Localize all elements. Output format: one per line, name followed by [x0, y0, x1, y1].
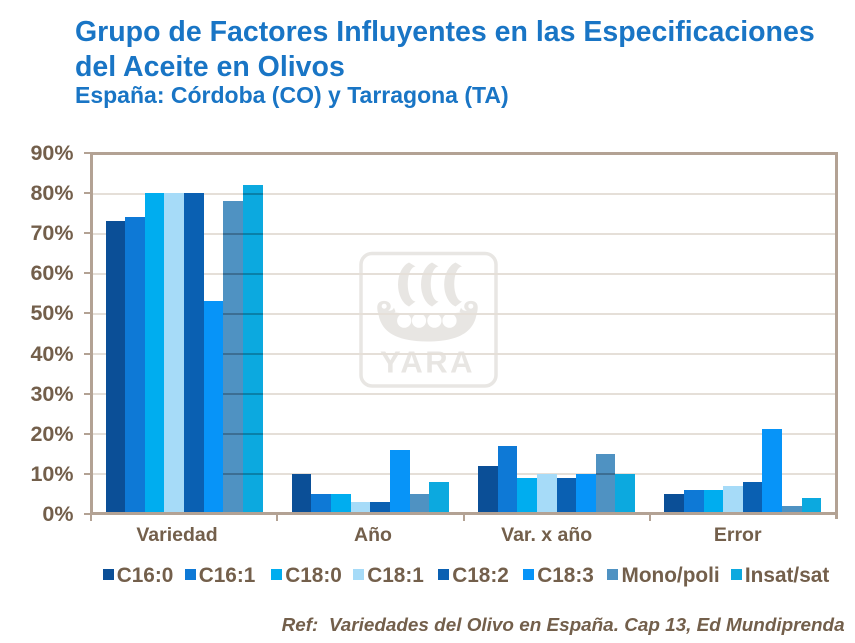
svg-text:YARA: YARA — [380, 345, 475, 380]
